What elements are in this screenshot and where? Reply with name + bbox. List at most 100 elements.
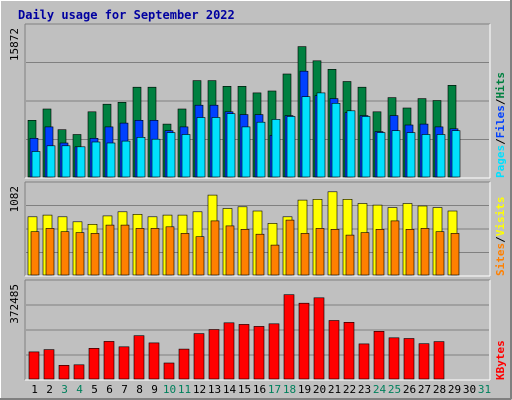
bar-pages-day-14 xyxy=(226,113,236,178)
panel-legend: Sites/Visits xyxy=(494,197,507,277)
x-tick-label: 5 xyxy=(91,383,98,396)
x-tick-label: 6 xyxy=(106,383,113,396)
bar-kbytes-day-19 xyxy=(298,302,310,380)
bar-sites-day-5 xyxy=(90,233,100,276)
legend-entry-files: Files xyxy=(494,105,507,138)
bar-pages-day-19 xyxy=(301,96,311,178)
x-tick-label: 13 xyxy=(208,383,221,396)
x-tick-label: 24 xyxy=(373,383,387,396)
bar-pages-day-13 xyxy=(211,117,221,178)
bar-kbytes-day-9 xyxy=(148,342,160,380)
bar-kbytes-day-27 xyxy=(418,343,430,380)
bar-sites-day-1 xyxy=(30,231,40,276)
bar-pages-day-25 xyxy=(391,130,401,178)
bar-kbytes-day-7 xyxy=(118,346,130,380)
bar-sites-day-4 xyxy=(75,232,85,276)
bar-pages-day-15 xyxy=(241,126,251,178)
x-tick-label: 28 xyxy=(433,383,446,396)
bar-pages-day-7 xyxy=(121,140,131,178)
bar-sites-day-10 xyxy=(165,226,175,276)
legend-separator: / xyxy=(494,138,507,145)
legend-entry-kbytes: KBytes xyxy=(494,340,507,380)
bar-pages-day-16 xyxy=(256,121,266,178)
chart-panels: 15872Pages/Files/Hits1082Sites/Visits372… xyxy=(8,23,507,381)
bar-sites-day-16 xyxy=(255,233,265,276)
bar-pages-day-12 xyxy=(196,117,206,178)
bar-sites-day-9 xyxy=(150,228,160,276)
bar-pages-day-24 xyxy=(376,132,386,178)
bar-sites-day-21 xyxy=(330,229,340,276)
bar-kbytes-day-26 xyxy=(403,338,415,380)
bar-pages-day-8 xyxy=(136,137,146,178)
panel-middle: 1082 Sites/Visits xyxy=(8,181,507,277)
chart-title: Daily usage for September 2022 xyxy=(18,8,235,22)
bar-sites-day-22 xyxy=(345,234,355,276)
bar-kbytes-day-3 xyxy=(58,364,70,380)
bar-kbytes-day-15 xyxy=(238,324,250,380)
bar-pages-day-27 xyxy=(421,134,431,178)
x-tick-label: 14 xyxy=(223,383,237,396)
bar-kbytes-day-5 xyxy=(88,347,100,380)
x-tick-label: 23 xyxy=(358,383,371,396)
bar-kbytes-day-16 xyxy=(253,326,265,380)
bar-sites-day-18 xyxy=(285,219,295,276)
bar-kbytes-day-23 xyxy=(358,343,370,380)
bar-kbytes-day-22 xyxy=(343,321,355,380)
x-axis-tick-labels: 1 2 3 4 5 6 7 8 9 10 11 12 13 14 15 16 17 18 19 20 21 22 23 24 2… xyxy=(31,383,491,396)
legend-entry-hits: Hits xyxy=(494,72,507,99)
bar-pages-day-29 xyxy=(451,130,461,178)
x-tick-label: 19 xyxy=(298,383,311,396)
x-tick-label: 18 xyxy=(283,383,296,396)
bar-kbytes-day-18 xyxy=(283,294,295,380)
x-tick-label: 27 xyxy=(418,383,431,396)
bar-sites-day-19 xyxy=(300,233,310,276)
bar-pages-day-21 xyxy=(331,103,341,178)
bar-sites-day-24 xyxy=(375,229,385,276)
bar-kbytes-day-20 xyxy=(313,297,325,380)
bar-kbytes-day-4 xyxy=(73,364,85,380)
bar-sites-day-26 xyxy=(405,229,415,276)
bar-kbytes-day-10 xyxy=(163,362,175,380)
bar-sites-day-13 xyxy=(210,220,220,276)
y-max-label: 1082 xyxy=(8,186,21,213)
bar-kbytes-day-14 xyxy=(223,322,235,380)
y-max-label: 15872 xyxy=(8,28,21,61)
x-tick-label: 8 xyxy=(136,383,143,396)
panel-legend: KBytes xyxy=(494,340,507,380)
bar-pages-day-4 xyxy=(76,146,86,178)
x-tick-label: 16 xyxy=(253,383,266,396)
x-tick-label: 9 xyxy=(151,383,158,396)
bar-pages-day-1 xyxy=(31,151,41,178)
x-tick-label: 1 xyxy=(31,383,38,396)
x-tick-label: 11 xyxy=(178,383,191,396)
x-tick-label: 30 xyxy=(463,383,476,396)
x-tick-label: 7 xyxy=(121,383,128,396)
x-tick-label: 22 xyxy=(343,383,356,396)
legend-entry-visits: Visits xyxy=(494,197,507,237)
bar-pages-day-26 xyxy=(406,132,416,178)
bar-pages-day-17 xyxy=(271,119,281,178)
bar-pages-day-18 xyxy=(286,116,296,178)
x-tick-label: 29 xyxy=(448,383,461,396)
bar-sites-day-12 xyxy=(195,236,205,276)
legend-separator: / xyxy=(494,236,507,243)
bar-sites-day-11 xyxy=(180,233,190,276)
panel-legend: Pages/Files/Hits xyxy=(494,72,507,178)
y-max-label: 372485 xyxy=(8,284,21,324)
x-tick-label: 12 xyxy=(193,383,206,396)
bar-kbytes-day-28 xyxy=(433,341,445,380)
bar-sites-day-20 xyxy=(315,228,325,276)
bar-sites-day-14 xyxy=(225,225,235,276)
x-tick-label: 4 xyxy=(76,383,83,396)
x-tick-label: 20 xyxy=(313,383,326,396)
bar-sites-day-23 xyxy=(360,232,370,276)
x-tick-label: 10 xyxy=(163,383,176,396)
panel-bottom: 372485 KBytes xyxy=(8,279,507,381)
bar-kbytes-day-6 xyxy=(103,341,115,380)
legend-entry-pages: Pages xyxy=(494,145,507,178)
x-tick-label: 21 xyxy=(328,383,341,396)
bar-kbytes-day-11 xyxy=(178,348,190,380)
bar-kbytes-day-17 xyxy=(268,323,280,380)
